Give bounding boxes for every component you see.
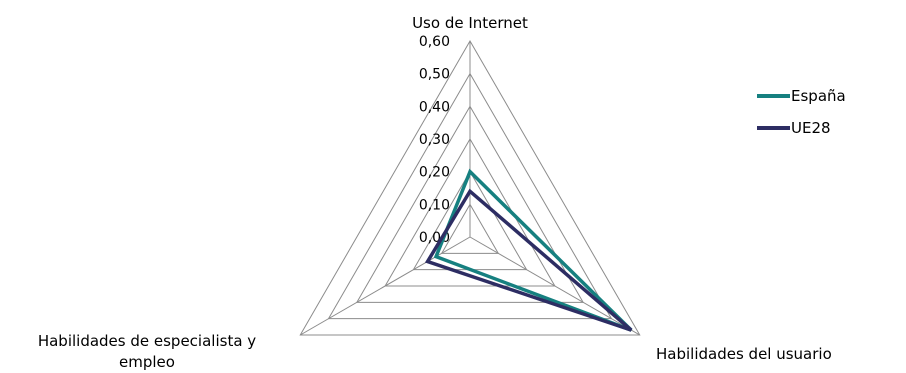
- legend-label-espana: España: [791, 87, 846, 105]
- category-label-uso-de-internet: Uso de Internet: [412, 14, 528, 32]
- legend: España UE28: [757, 87, 846, 137]
- radar-axis: [300, 236, 471, 336]
- tick-label: 0,50: [419, 67, 450, 83]
- grid-ring: [440, 203, 500, 254]
- series-line-ue28: [424, 188, 633, 332]
- radar-axes: [300, 41, 640, 336]
- category-label-habilidades-del-usuario: Habilidades del usuario: [656, 345, 832, 363]
- radar-tick-labels: 0,000,100,200,300,400,500,60: [419, 34, 450, 246]
- tick-label: 0,40: [419, 99, 450, 115]
- grid-ring: [299, 39, 641, 336]
- tick-label: 0,60: [419, 34, 450, 50]
- radar-series: [424, 168, 633, 332]
- category-label-habilidades-de-especialista: Habilidades de especialista y empleo: [38, 332, 256, 371]
- radar-axis: [469, 236, 640, 336]
- grid-ring: [355, 105, 585, 303]
- tick-label: 0,30: [419, 132, 450, 148]
- legend-label-ue28: UE28: [791, 119, 831, 137]
- tick-label: 0,20: [419, 165, 450, 181]
- series-line-espana: [433, 168, 633, 332]
- grid-ring: [327, 72, 613, 320]
- tick-label: 0,10: [419, 197, 450, 213]
